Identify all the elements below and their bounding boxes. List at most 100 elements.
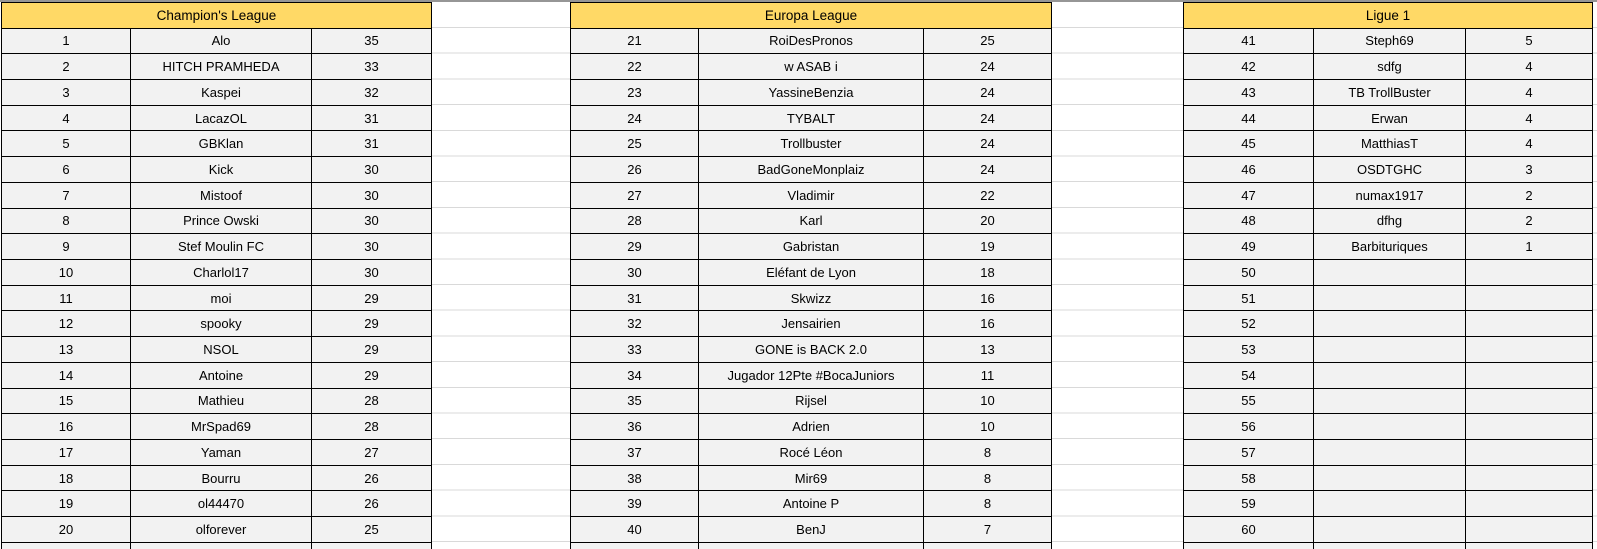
name-cell[interactable] xyxy=(1314,285,1466,311)
score-cell[interactable]: 27 xyxy=(364,444,379,460)
rank-cell[interactable]: 6 xyxy=(2,157,131,182)
name-cell[interactable]: Skwizz xyxy=(699,285,924,311)
rank-cell[interactable]: 4 xyxy=(2,105,131,131)
name-cell[interactable]: Charlol17 xyxy=(131,259,312,285)
score-cell[interactable]: 24 xyxy=(980,136,995,152)
score-cell[interactable]: 35 xyxy=(364,33,379,49)
score-cell[interactable]: 13 xyxy=(980,341,995,357)
name-cell[interactable]: sdfg xyxy=(1314,54,1466,79)
score-cell[interactable]: 16 xyxy=(980,290,995,306)
rank-cell[interactable]: 37 xyxy=(571,440,699,465)
league-title[interactable]: Europa League xyxy=(571,3,1051,29)
rank-cell[interactable]: 12 xyxy=(2,311,131,337)
name-cell[interactable]: moi xyxy=(131,285,312,311)
name-cell[interactable] xyxy=(1314,362,1466,388)
rank-cell[interactable]: 50 xyxy=(1184,259,1314,285)
name-cell[interactable]: Antoine xyxy=(131,362,312,388)
rank-cell[interactable]: 15 xyxy=(2,388,131,414)
score-cell[interactable] xyxy=(1466,363,1592,388)
score-cell[interactable]: 18 xyxy=(980,264,995,280)
score-cell[interactable]: 8 xyxy=(983,496,992,512)
name-cell[interactable]: spooky xyxy=(131,311,312,337)
name-cell[interactable]: Kick xyxy=(131,157,312,182)
name-cell[interactable]: Erwan xyxy=(1314,105,1466,131)
score-cell[interactable]: 20 xyxy=(980,213,995,229)
rank-cell[interactable]: 18 xyxy=(2,465,131,491)
rank-cell[interactable]: 19 xyxy=(2,491,131,517)
name-cell[interactable]: dfhg xyxy=(1314,208,1466,234)
rank-cell[interactable]: 33 xyxy=(571,337,699,362)
rank-cell[interactable]: 14 xyxy=(2,362,131,388)
score-cell[interactable]: 4 xyxy=(1525,110,1533,126)
rank-cell[interactable]: 1 xyxy=(2,28,131,54)
score-cell[interactable]: 28 xyxy=(364,419,379,435)
rank-cell[interactable]: 42 xyxy=(1184,54,1314,79)
rank-cell[interactable]: 59 xyxy=(1184,491,1314,517)
name-cell[interactable] xyxy=(1314,259,1466,285)
score-cell[interactable]: 24 xyxy=(980,161,995,177)
rank-cell[interactable]: 60 xyxy=(1184,517,1314,542)
name-cell[interactable] xyxy=(1314,517,1466,542)
score-cell[interactable]: 25 xyxy=(364,522,379,538)
rank-cell[interactable]: 57 xyxy=(1184,440,1314,465)
score-cell[interactable]: 31 xyxy=(364,110,379,126)
name-cell[interactable]: MrSpad69 xyxy=(131,414,312,439)
score-cell[interactable]: 8 xyxy=(983,444,992,460)
score-cell[interactable] xyxy=(1466,260,1592,285)
name-cell[interactable]: BenJ xyxy=(699,517,924,542)
name-cell[interactable]: Prince Owski xyxy=(131,208,312,234)
name-cell[interactable] xyxy=(1314,465,1466,491)
score-cell[interactable]: 29 xyxy=(364,290,379,306)
rank-cell[interactable]: 30 xyxy=(571,259,699,285)
score-cell[interactable]: 10 xyxy=(980,393,995,409)
name-cell[interactable]: Mathieu xyxy=(131,388,312,414)
score-cell[interactable] xyxy=(1466,440,1592,465)
score-cell[interactable]: 30 xyxy=(364,213,379,229)
rank-cell[interactable]: 24 xyxy=(571,105,699,131)
rank-cell[interactable]: 5 xyxy=(2,131,131,157)
score-cell[interactable]: 24 xyxy=(980,59,995,75)
score-cell[interactable]: 1 xyxy=(1525,239,1533,255)
name-cell[interactable] xyxy=(1314,414,1466,439)
rank-cell[interactable]: 2 xyxy=(2,54,131,79)
name-cell[interactable]: TYBALT xyxy=(699,105,924,131)
name-cell[interactable] xyxy=(1314,440,1466,465)
name-cell[interactable]: numax1917 xyxy=(1314,182,1466,208)
rank-cell[interactable]: 41 xyxy=(1184,28,1314,54)
score-cell[interactable]: 26 xyxy=(364,496,379,512)
rank-cell[interactable]: 20 xyxy=(2,517,131,542)
rank-cell[interactable]: 7 xyxy=(2,182,131,208)
name-cell[interactable]: LacazOL xyxy=(131,105,312,131)
rank-cell[interactable]: 29 xyxy=(571,234,699,259)
score-cell[interactable]: 4 xyxy=(1525,136,1533,152)
name-cell[interactable]: Mir69 xyxy=(699,465,924,491)
name-cell[interactable]: Jensairien xyxy=(699,311,924,337)
rank-cell[interactable]: 28 xyxy=(571,208,699,234)
name-cell[interactable]: Karl xyxy=(699,208,924,234)
score-cell[interactable]: 4 xyxy=(1525,59,1533,75)
name-cell[interactable]: Barbituriques xyxy=(1314,234,1466,259)
name-cell[interactable]: GBKlan xyxy=(131,131,312,157)
rank-cell[interactable]: 54 xyxy=(1184,362,1314,388)
score-cell[interactable]: 29 xyxy=(364,341,379,357)
score-cell[interactable]: 30 xyxy=(364,187,379,203)
rank-cell[interactable]: 39 xyxy=(571,491,699,517)
score-cell[interactable]: 26 xyxy=(364,470,379,486)
rank-cell[interactable]: 51 xyxy=(1184,285,1314,311)
rank-cell[interactable]: 58 xyxy=(1184,465,1314,491)
name-cell[interactable] xyxy=(1314,337,1466,362)
league-title[interactable]: Ligue 1 xyxy=(1184,3,1592,29)
name-cell[interactable]: Stef Moulin FC xyxy=(131,234,312,259)
score-cell[interactable]: 29 xyxy=(364,316,379,332)
rank-cell[interactable]: 27 xyxy=(571,182,699,208)
name-cell[interactable]: Alo xyxy=(131,28,312,54)
name-cell[interactable]: olforever xyxy=(131,517,312,542)
name-cell[interactable]: Rocé Léon xyxy=(699,440,924,465)
rank-cell[interactable]: 11 xyxy=(2,285,131,311)
rank-cell[interactable]: 13 xyxy=(2,337,131,362)
score-cell[interactable]: 16 xyxy=(980,316,995,332)
score-cell[interactable] xyxy=(1466,414,1592,439)
name-cell[interactable]: Bourru xyxy=(131,465,312,491)
rank-cell[interactable]: 3 xyxy=(2,79,131,105)
rank-cell[interactable]: 38 xyxy=(571,465,699,491)
